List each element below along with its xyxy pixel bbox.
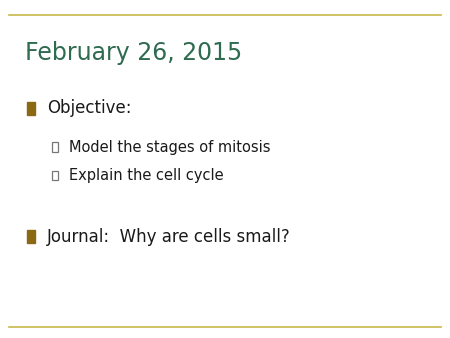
Bar bbox=[52, 171, 58, 180]
Text: Objective:: Objective: bbox=[47, 99, 132, 117]
Bar bbox=[27, 230, 35, 243]
Bar bbox=[52, 142, 58, 152]
Text: Explain the cell cycle: Explain the cell cycle bbox=[69, 168, 224, 183]
Text: February 26, 2015: February 26, 2015 bbox=[25, 41, 242, 65]
Bar bbox=[27, 102, 35, 115]
Text: Journal:  Why are cells small?: Journal: Why are cells small? bbox=[47, 227, 291, 246]
Text: Model the stages of mitosis: Model the stages of mitosis bbox=[69, 140, 270, 154]
